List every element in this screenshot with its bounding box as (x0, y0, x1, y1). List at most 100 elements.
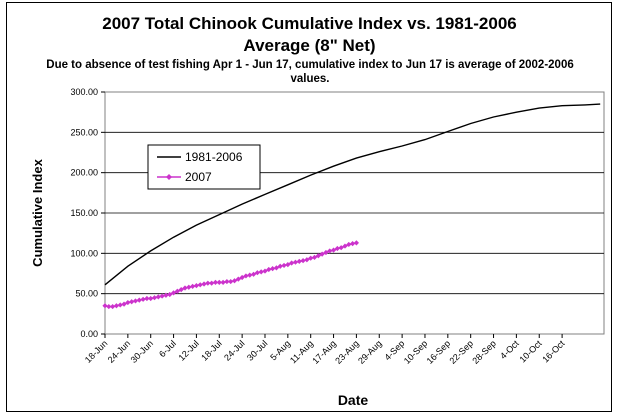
x-tick-label-19: 10-Oct (517, 338, 544, 365)
x-tick-label-1: 24-Jun (106, 338, 133, 365)
series-point-2007-2 (110, 303, 116, 310)
series-point-2007-12 (148, 295, 154, 302)
series-point-2007-66 (353, 240, 360, 246)
series-point-2007-55 (311, 254, 318, 260)
series-point-2007-17 (167, 291, 173, 298)
series-point-2007-60 (330, 247, 337, 253)
series-point-2007-20 (178, 287, 184, 293)
series-point-2007-58 (323, 249, 329, 256)
series-point-2007-57 (319, 251, 325, 257)
series-point-2007-30 (216, 279, 222, 285)
y-axis: 0.00 50.00 100.00 150.00 200.00 250.00 300.00 (70, 87, 105, 339)
legend-label-2007: 2007 (185, 170, 212, 184)
series-group (102, 103, 601, 310)
chart-title-line1: 2007 Total Chinook Cumulative Index vs. … (102, 14, 517, 33)
series-point-2007-48 (285, 262, 291, 268)
x-tick-label-4: 12-Jul (176, 338, 200, 362)
series-point-2007-50 (292, 259, 299, 265)
series-point-2007-65 (349, 241, 356, 247)
series-point-2007-51 (296, 258, 302, 264)
series-point-2007-21 (182, 285, 188, 291)
series-point-2007-36 (239, 274, 245, 281)
series-point-2007-8 (132, 298, 139, 304)
series-point-2007-23 (190, 283, 196, 290)
x-tick-label-12: 29-Aug (356, 338, 384, 366)
series-point-2007-40 (254, 270, 260, 276)
x-tick-label-2: 30-Jun (129, 338, 156, 365)
series-point-2007-64 (346, 241, 352, 248)
y-tick-label-3: 150.00 (70, 208, 98, 218)
series-point-2007-34 (231, 278, 238, 284)
series-point-2007-43 (266, 266, 272, 273)
chart-subtitle: Due to absence of test fishing Apr 1 - J… (46, 59, 574, 85)
series-point-2007-24 (193, 283, 200, 289)
series-point-2007-26 (201, 281, 207, 287)
series-point-2007-15 (159, 293, 165, 299)
series-point-2007-47 (281, 262, 287, 269)
y-tick-label-2: 100.00 (70, 248, 98, 258)
series-point-2007-25 (197, 282, 203, 288)
x-tick-label-3: 6-Jul (157, 338, 178, 359)
x-tick-label-14: 10-Sep (402, 338, 430, 366)
x-tick-label-11: 23-Aug (333, 338, 361, 366)
series-point-2007-45 (273, 265, 280, 271)
series-point-2007-5 (121, 301, 127, 307)
x-tick-label-17: 28-Sep (470, 338, 498, 366)
x-axis-label: Date (338, 392, 369, 408)
series-point-2007-39 (250, 271, 257, 277)
x-tick-label-7: 30-Jul (245, 338, 269, 362)
x-tick-label-10: 17-Aug (310, 338, 338, 366)
series-point-2007-41 (258, 269, 264, 275)
series-point-2007-44 (270, 266, 276, 272)
series-point-2007-28 (209, 280, 215, 286)
series-point-2007-6 (125, 299, 131, 306)
series-point-2007-7 (129, 299, 135, 305)
y-tick-label-6: 300.00 (70, 87, 98, 97)
series-point-2007-54 (308, 255, 314, 261)
series-point-2007-1 (106, 303, 112, 310)
grid-lines (105, 131, 604, 295)
series-point-2007-13 (151, 295, 158, 301)
series-point-2007-19 (174, 288, 180, 294)
legend-box (147, 144, 261, 190)
series-point-2007-4 (117, 302, 123, 308)
x-tick-label-0: 18-Jun (83, 338, 110, 365)
y-tick-label-1: 50.00 (75, 289, 98, 299)
series-point-2007-52 (300, 257, 306, 264)
series-point-2007-56 (315, 253, 321, 259)
series-point-2007-18 (170, 290, 177, 296)
series-point-2007-59 (327, 248, 333, 254)
y-tick-label-0: 0.00 (80, 329, 98, 339)
series-point-2007-32 (224, 278, 230, 285)
series-point-2007-37 (243, 273, 249, 279)
series-point-2007-3 (113, 303, 120, 309)
x-tick-label-9: 11-Aug (288, 338, 315, 365)
y-axis-label: Cumulative Index (30, 158, 45, 266)
legend-marker-2007 (166, 174, 172, 180)
series-point-2007-38 (247, 272, 253, 278)
series-point-2007-14 (155, 294, 161, 300)
series-point-2007-11 (144, 295, 150, 302)
x-tick-label-5: 18-Jul (199, 338, 223, 362)
series-line-1981-2006 (104, 103, 601, 286)
series-point-2007-9 (136, 297, 142, 303)
series-point-2007-0 (102, 303, 108, 309)
series-point-2007-35 (235, 276, 241, 282)
series-point-2007-53 (304, 257, 310, 263)
series-point-2007-46 (277, 263, 283, 269)
series-point-2007-27 (205, 280, 211, 286)
y-tick-label-5: 250.00 (70, 127, 98, 137)
series-point-2007-49 (289, 260, 295, 266)
series-point-2007-10 (140, 296, 146, 302)
series-point-2007-42 (262, 268, 268, 274)
series-point-2007-29 (212, 279, 219, 285)
chart-title-line2: Average (8" Net) (243, 36, 376, 55)
series-point-2007-22 (186, 284, 192, 290)
x-tick-label-20: 16-Oct (540, 338, 567, 365)
legend-label-1981-2006: 1981-2006 (185, 150, 243, 164)
series-point-2007-33 (228, 278, 234, 285)
x-tick-label-15: 16-Sep (425, 338, 453, 366)
series-point-2007-62 (338, 245, 344, 251)
